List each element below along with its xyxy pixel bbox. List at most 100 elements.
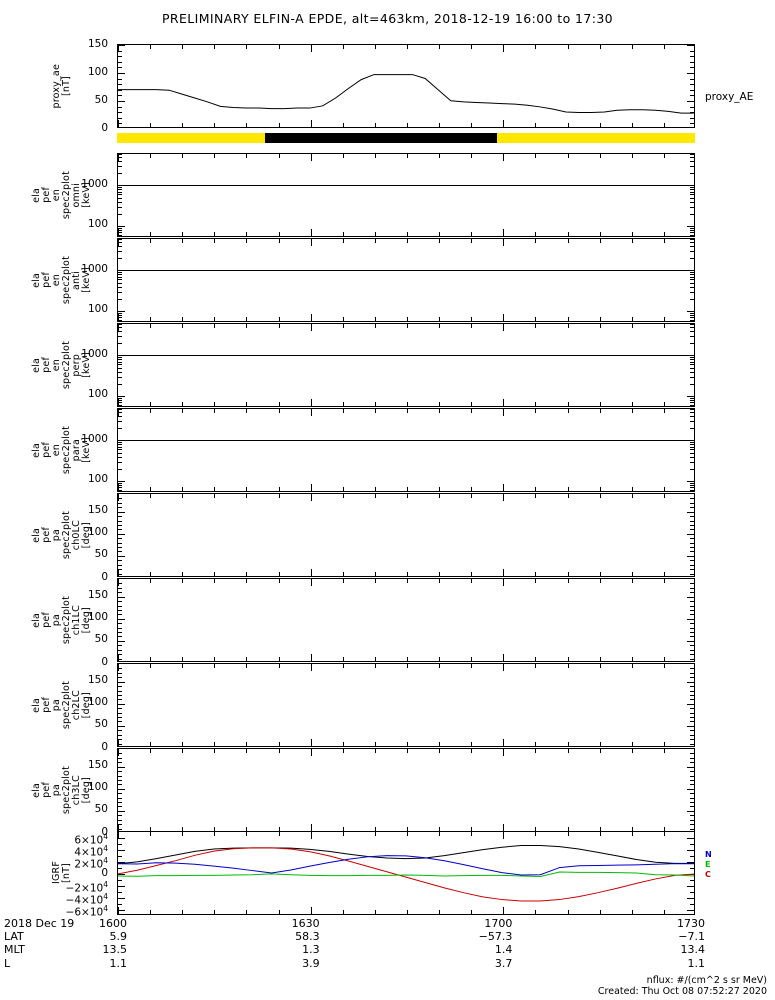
y-tick-label: 0: [101, 825, 108, 838]
x-minor-tick: [439, 657, 441, 661]
y-minor-tick: [118, 239, 122, 240]
y-minor-tick: [118, 279, 122, 281]
y-minor-tick: [118, 364, 122, 366]
y-minor-tick: [690, 421, 694, 423]
axis-value-cell: 58.3: [295, 930, 320, 944]
x-minor-tick: [342, 572, 344, 576]
x-minor-tick: [663, 324, 665, 328]
x-minor-tick: [342, 742, 344, 746]
y-tick-label: 100: [87, 781, 108, 794]
x-minor-tick: [278, 657, 280, 661]
y-minor-tick: [690, 712, 694, 714]
x-minor-tick: [663, 572, 665, 576]
y-minor-tick: [118, 623, 122, 625]
panel-reference-line: [118, 185, 694, 187]
y-minor-tick: [690, 242, 694, 244]
y-minor-tick: [118, 547, 122, 549]
x-minor-tick: [374, 579, 376, 583]
x-minor-tick: [439, 232, 441, 236]
y-minor-tick: [118, 645, 122, 647]
x-minor-tick: [182, 409, 184, 413]
x-major-tick: [503, 239, 505, 246]
y-minor-tick: [690, 542, 694, 544]
y-minor-tick: [690, 904, 694, 905]
x-minor-tick: [599, 123, 601, 127]
x-minor-tick: [439, 324, 441, 328]
y-minor-tick: [118, 699, 122, 701]
trace-E: [118, 872, 694, 876]
y-minor-tick: [118, 668, 122, 670]
y-minor-tick: [118, 187, 122, 189]
x-minor-tick: [182, 742, 184, 746]
y-minor-tick: [690, 194, 694, 196]
x-minor-tick: [150, 317, 152, 321]
y-minor-tick: [118, 753, 122, 755]
y-minor-tick: [118, 502, 122, 504]
y-major-tick: [118, 703, 125, 705]
y-minor-tick: [118, 739, 122, 741]
y-minor-tick: [118, 232, 122, 234]
y-minor-tick: [690, 336, 694, 338]
y-minor-tick: [118, 272, 122, 274]
x-minor-tick: [471, 324, 473, 328]
x-minor-tick: [246, 742, 248, 746]
x-major-tick: [503, 314, 505, 321]
y-minor-tick: [118, 721, 122, 723]
x-minor-tick: [471, 749, 473, 753]
x-minor-tick: [246, 154, 248, 158]
y-minor-tick: [690, 694, 694, 696]
y-minor-tick: [690, 484, 694, 486]
y-minor-tick: [118, 524, 122, 526]
x-minor-tick: [182, 402, 184, 406]
y-minor-tick: [690, 191, 694, 193]
x-major-tick: [503, 154, 505, 161]
x-major-tick: [118, 409, 119, 416]
x-minor-tick: [214, 664, 216, 668]
y-minor-tick: [118, 730, 122, 732]
x-minor-tick: [631, 324, 633, 328]
y-minor-tick: [118, 324, 122, 325]
axis-value-cell: 5.9: [109, 930, 128, 944]
x-minor-tick: [214, 409, 216, 413]
y-minor-tick: [690, 56, 694, 58]
page-title: PRELIMINARY ELFIN-A EPDE, alt=463km, 201…: [161, 11, 614, 26]
x-minor-tick: [631, 827, 633, 831]
x-major-tick: [118, 314, 119, 321]
x-minor-tick: [535, 572, 537, 576]
x-minor-tick: [182, 664, 184, 668]
y-minor-tick: [118, 276, 122, 278]
y-minor-tick: [690, 601, 694, 603]
y-minor-tick: [690, 654, 694, 656]
y-minor-tick: [118, 78, 122, 80]
y-minor-tick: [118, 161, 122, 163]
panel-ela_pef_pa_spec2plot_ch3LC: [117, 748, 695, 832]
y-minor-tick: [118, 89, 122, 91]
x-major-tick: [310, 749, 312, 756]
y-minor-tick: [690, 498, 694, 500]
y-minor-tick: [690, 468, 694, 470]
y-minor-tick: [690, 234, 694, 236]
x-minor-tick: [471, 657, 473, 661]
y-minor-tick: [118, 520, 122, 522]
y-minor-tick: [118, 444, 122, 446]
x-minor-tick: [278, 749, 280, 753]
axis-value-cell: 3.9: [302, 956, 320, 970]
x-minor-tick: [342, 832, 344, 836]
y-major-tick: [118, 480, 125, 482]
x-minor-tick: [342, 487, 344, 491]
y-minor-tick: [690, 507, 694, 509]
x-minor-tick: [599, 239, 601, 243]
x-major-tick: [503, 399, 505, 406]
trace-group-igrf: [118, 832, 694, 914]
y-tick-label: 100: [87, 473, 108, 486]
x-minor-tick: [150, 409, 152, 413]
y-tick-label: 0: [101, 740, 108, 753]
y-minor-tick: [690, 806, 694, 808]
x-major-tick: [310, 120, 312, 127]
y-minor-tick: [118, 542, 122, 544]
x-minor-tick: [150, 123, 152, 127]
x-minor-tick: [663, 409, 665, 413]
y-tick-label: 50: [94, 803, 108, 816]
axis-value-cell: 1600: [99, 917, 127, 930]
y-minor-tick: [690, 721, 694, 723]
